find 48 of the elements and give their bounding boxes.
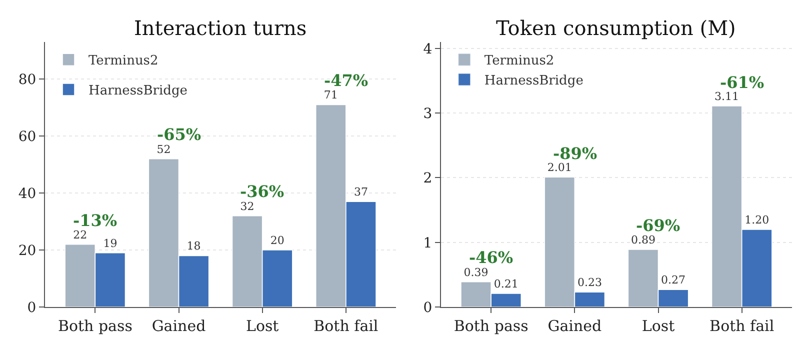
y-tick-label: 60 — [18, 128, 36, 145]
x-tick-label: Lost — [642, 317, 675, 335]
x-tick-label: Lost — [246, 317, 279, 335]
chart-title: Token consumption (M) — [496, 16, 736, 40]
data-label: 0.39 — [464, 266, 488, 279]
annotation: -89% — [553, 144, 598, 163]
y-tick-label: 40 — [18, 186, 36, 202]
legend-label: HarnessBridge — [88, 84, 188, 99]
data-label: 1.20 — [744, 213, 770, 226]
data-label: 3.11 — [714, 90, 740, 103]
data-label: 52 — [156, 142, 171, 156]
annotation: -46% — [469, 248, 514, 267]
data-label: 0.23 — [577, 276, 602, 290]
x-tick-label: Gained — [548, 317, 602, 335]
annotation: -36% — [240, 182, 284, 201]
x-tick-label: Both fail — [314, 317, 378, 335]
legend-label: HarnessBridge — [484, 74, 584, 89]
annotation: -13% — [73, 211, 118, 230]
x-tick-label: Gained — [152, 317, 206, 335]
data-label: 0.89 — [630, 233, 656, 246]
data-label: 20 — [270, 234, 284, 248]
y-tick-label: 0 — [423, 300, 432, 316]
y-tick-label: 1 — [423, 235, 432, 252]
data-label: 22 — [73, 228, 88, 242]
x-tick-label: Both pass — [454, 317, 528, 335]
annotation: -47% — [324, 71, 368, 90]
y-tick-label: 0 — [27, 300, 36, 316]
data-label: 32 — [240, 200, 254, 213]
data-label: 18 — [186, 240, 201, 253]
data-label: 0.27 — [661, 274, 686, 287]
legend-label: Terminus2 — [88, 54, 158, 69]
annotation: -61% — [720, 73, 764, 92]
y-tick-label: 4 — [423, 41, 432, 58]
data-label: 2.01 — [547, 161, 572, 174]
chart-title: Interaction turns — [134, 16, 307, 40]
data-label: 37 — [354, 186, 368, 199]
x-tick-label: Both fail — [710, 317, 774, 335]
data-label: 71 — [324, 88, 338, 102]
y-tick-label: 80 — [18, 72, 36, 88]
legend-label: Terminus2 — [484, 54, 554, 69]
data-label: 0.21 — [494, 277, 518, 290]
annotation: -65% — [157, 125, 202, 144]
x-tick-label: Both pass — [58, 317, 132, 335]
data-label: 19 — [103, 236, 118, 250]
y-tick-label: 2 — [423, 170, 432, 187]
annotation: -69% — [636, 216, 680, 235]
y-tick-label: 3 — [423, 106, 432, 122]
y-tick-label: 20 — [18, 242, 36, 259]
